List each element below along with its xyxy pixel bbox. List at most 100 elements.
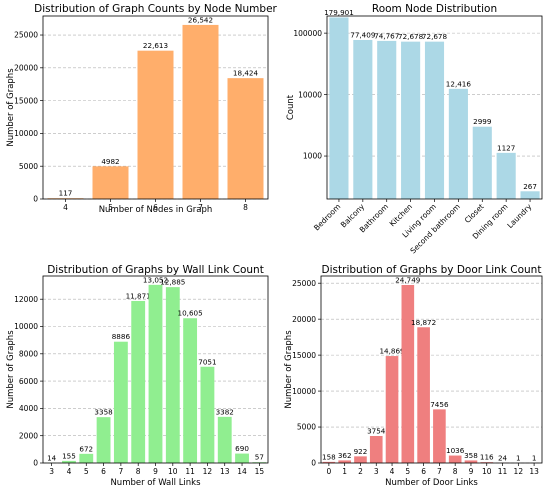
bar <box>131 300 146 463</box>
y-tick-label: 4000 <box>19 404 38 413</box>
bar <box>472 126 492 199</box>
bar <box>377 40 397 199</box>
x-tick-label: 4 <box>67 467 72 476</box>
bar <box>322 461 336 463</box>
data-label: 1036 <box>446 446 465 455</box>
data-label: 672 <box>79 444 93 453</box>
bar <box>96 417 111 463</box>
x-axis-label: Number of Door Links <box>385 478 478 488</box>
bar <box>448 88 468 199</box>
y-tick-label: 15000 <box>292 351 316 360</box>
bar <box>464 460 478 463</box>
data-label: 12,416 <box>446 79 472 88</box>
data-label: 690 <box>235 444 249 453</box>
x-tick-label: 13 <box>220 467 230 476</box>
x-tick-label: 0 <box>327 467 332 476</box>
bar <box>92 166 129 199</box>
data-label: 358 <box>464 451 478 460</box>
y-tick-label: 6000 <box>19 377 38 386</box>
data-label: 179,901 <box>324 8 354 17</box>
bar <box>424 41 445 200</box>
bar <box>448 455 462 463</box>
plot-frame <box>320 275 543 464</box>
chart-0: 117 4982 22,613 26,542 18,424 0 5000 10000 15000… <box>6 3 278 215</box>
data-label: 18,424 <box>233 69 259 78</box>
data-label: 1 <box>516 453 521 462</box>
chart-title: Distribution of Graphs by Wall Link Coun… <box>47 264 264 276</box>
x-tick-label: 5 <box>108 203 113 212</box>
y-tick-label: 25000 <box>292 279 316 288</box>
data-label: 18,872 <box>411 318 436 327</box>
chart-title: Distribution of Graph Counts by Node Num… <box>34 3 277 15</box>
y-tick-label: 10000 <box>14 129 38 138</box>
x-tick-label: 3 <box>374 467 379 476</box>
data-label: 3382 <box>216 407 234 416</box>
data-label: 72,678 <box>398 32 424 41</box>
x-tick-label: 2 <box>358 467 363 476</box>
data-label: 116 <box>480 453 494 462</box>
data-label: 14,869 <box>379 347 405 356</box>
data-label: 117 <box>59 189 73 198</box>
bar <box>137 50 174 199</box>
data-label: 1 <box>532 453 537 462</box>
x-tick-label: 5 <box>84 467 89 476</box>
y-tick-label: 10000 <box>292 387 316 396</box>
bar <box>354 456 367 463</box>
bar <box>113 341 128 463</box>
y-tick-label: 25000 <box>14 31 38 40</box>
bar <box>401 284 415 463</box>
x-tick-label: 9 <box>469 467 474 476</box>
x-tick-label: 15 <box>255 467 265 476</box>
data-label: 7051 <box>198 357 216 366</box>
data-label: 3358 <box>94 408 113 417</box>
data-label: 13,052 <box>143 275 168 284</box>
y-tick-label: 2000 <box>19 431 38 440</box>
y-tick-label: 10000 <box>14 322 38 331</box>
x-tick-label: 8 <box>453 467 458 476</box>
x-tick-label: Laundry <box>505 202 533 230</box>
x-tick-label: 9 <box>153 467 158 476</box>
data-label: 77,409 <box>350 30 376 39</box>
y-tick-label: 20000 <box>292 315 316 324</box>
x-tick-label: 7 <box>437 467 442 476</box>
x-tick-label: 6 <box>101 467 106 476</box>
x-tick-label: Closet <box>463 202 486 225</box>
x-tick-label: 8 <box>243 203 248 212</box>
y-tick-label: 10000 <box>298 90 322 99</box>
data-label: 72,678 <box>422 32 448 41</box>
y-tick-label: 100000 <box>293 29 322 38</box>
y-tick-label: 20000 <box>14 64 38 73</box>
x-tick-label: 12 <box>203 467 213 476</box>
bar <box>401 41 421 200</box>
x-tick-label: 10 <box>482 467 492 476</box>
bar <box>417 327 430 463</box>
y-tick-label: 0 <box>311 459 316 468</box>
chart-2: 14 1556723358888611,87113,05212,88510,605… <box>6 264 269 488</box>
y-axis-label: Number of Graphs <box>6 330 16 409</box>
x-tick-label: 8 <box>136 467 141 476</box>
x-tick-label: 14 <box>237 467 247 476</box>
data-label: 74,767 <box>374 31 399 40</box>
y-axis-label: Number of Graphs <box>6 68 16 147</box>
chart-1: 179,90177,40974,76772,67872,67812,416299… <box>286 3 543 255</box>
x-tick-label: 11 <box>185 467 195 476</box>
y-tick-label: 12000 <box>14 295 38 304</box>
y-axis-label: Number of Graphs <box>284 330 294 409</box>
bar <box>217 416 232 463</box>
chart-title: Room Node Distribution <box>372 3 497 15</box>
y-axis-label: Count <box>286 94 296 120</box>
bar <box>385 356 399 463</box>
x-tick-label: Bedroom <box>312 202 342 232</box>
x-tick-label: 6 <box>421 467 426 476</box>
bar <box>496 152 516 199</box>
data-label: 8886 <box>112 332 131 341</box>
data-label: 24,749 <box>395 275 421 284</box>
bar <box>235 453 249 463</box>
chart-3: 158 362 922375414,86924,74918,872745610363… <box>284 264 543 488</box>
data-label: 4982 <box>101 157 119 166</box>
data-label: 155 <box>62 451 76 460</box>
y-tick-label: 5000 <box>297 423 316 432</box>
data-label: 3754 <box>367 427 386 436</box>
x-tick-label: 12 <box>514 467 524 476</box>
